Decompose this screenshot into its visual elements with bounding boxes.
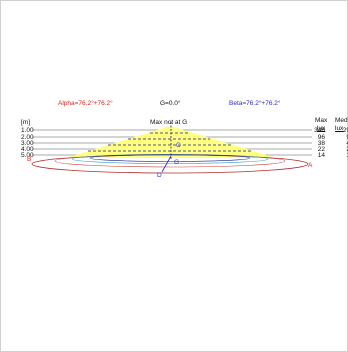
med-column-header: Med lux	[335, 117, 348, 133]
med-value-1: 29	[343, 127, 348, 134]
depth-label-4: 4.00	[21, 146, 34, 153]
depth-label-1: 1.00	[21, 127, 34, 134]
med-values: 29 9 4 2 1	[343, 127, 348, 159]
med-unit-text: lux	[335, 125, 344, 132]
isolux-contour-1	[89, 154, 251, 162]
isolux-contour-3	[54, 154, 286, 168]
max-note-label: Max not at G	[150, 119, 188, 126]
max-value-2: 96	[318, 134, 326, 141]
depth-unit-label: [m]	[21, 119, 31, 126]
point-c-label: C	[176, 142, 181, 149]
point-a-label: A	[308, 162, 313, 169]
point-g-label: G	[174, 159, 179, 166]
max-column-header: Max lux	[315, 117, 327, 133]
med-value-5: 1	[346, 152, 348, 159]
med-value-2: 9	[346, 134, 348, 141]
max-values: 348 96 38 22 14	[314, 127, 325, 159]
depth-label-5: 5.00	[21, 152, 34, 159]
cone-dashes	[88, 132, 252, 152]
depth-labels: 1.00 2.00 3.00 4.00 5.00	[21, 127, 34, 159]
d-axis-line	[161, 155, 172, 173]
med-value-4: 2	[346, 146, 348, 153]
med-value-3: 4	[346, 140, 348, 147]
max-header-text: Max	[315, 117, 328, 124]
alpha-angle-label: Alpha=76.2°+76.2°	[58, 100, 113, 107]
g-angle-label: G=0.0°	[160, 100, 181, 107]
max-unit-text: lux	[316, 125, 326, 132]
light-cone-fill	[66, 126, 275, 158]
point-d-label: D	[157, 172, 162, 179]
max-value-4: 22	[318, 146, 326, 153]
max-value-1: 348	[314, 127, 325, 134]
beta-angle-label: Beta=76.2°+76.2°	[229, 100, 281, 107]
depth-label-3: 3.00	[21, 140, 34, 147]
max-value-3: 38	[318, 140, 326, 147]
point-b-label: B	[27, 156, 31, 163]
depth-label-2: 2.00	[21, 134, 34, 141]
max-value-5: 14	[318, 152, 326, 159]
med-header-text: Med	[335, 117, 348, 124]
